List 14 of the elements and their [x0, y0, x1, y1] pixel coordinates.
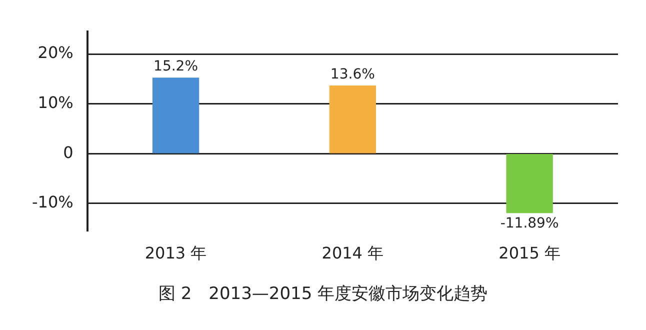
- x-tick-label: 2014 年: [322, 244, 384, 263]
- y-tick-label: -10%: [32, 192, 74, 212]
- bar: [506, 154, 553, 214]
- y-tick-label: 0: [63, 142, 74, 162]
- bar: [329, 86, 376, 154]
- y-tick-label: 20%: [38, 43, 74, 62]
- bar: [152, 78, 200, 154]
- text: 图 2 2013—2015 年度安徽市场变化趋势: [157, 283, 489, 305]
- x-tick-label: 2013 年: [144, 244, 207, 263]
- data-label: 15.2%: [154, 58, 198, 75]
- x-tick-label: 2015 年: [498, 244, 560, 263]
- data-label: -11.89%: [500, 215, 559, 232]
- y-tick-label: 10%: [38, 92, 74, 112]
- data-label: 13.6%: [330, 66, 375, 83]
